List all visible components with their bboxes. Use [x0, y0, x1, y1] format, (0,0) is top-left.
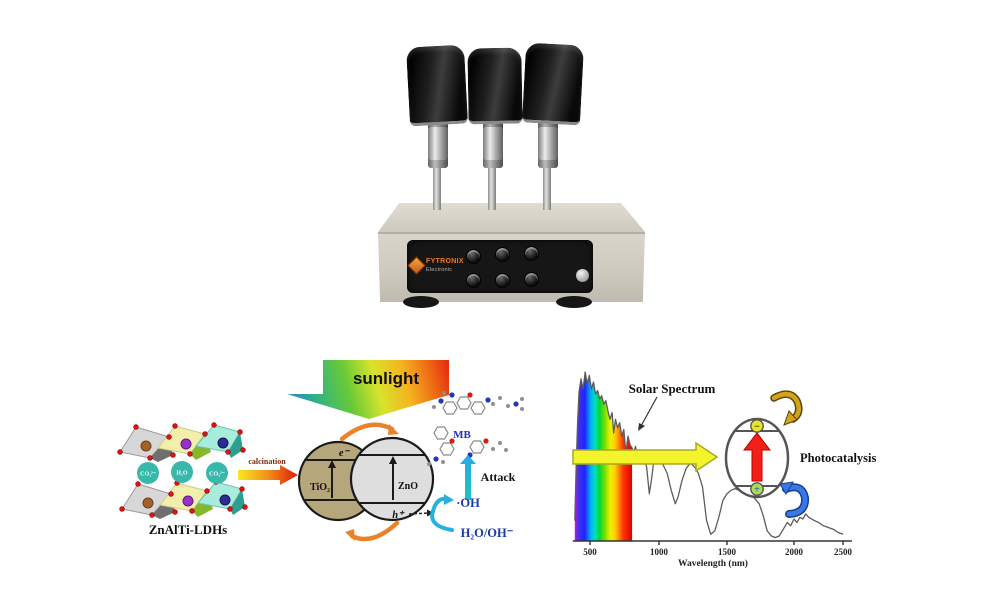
hole-icon	[750, 482, 764, 496]
sunlight-arrow: sunlight	[287, 360, 452, 419]
power-knob	[523, 271, 539, 287]
x-axis-tick-label: 500	[583, 547, 597, 557]
sunlight-label: sunlight	[353, 369, 419, 388]
photocatalyst-particle: − +	[724, 390, 810, 518]
water-label: H₂O	[176, 471, 187, 477]
mb-molecule: MB	[427, 391, 524, 466]
device-foot	[556, 296, 592, 308]
spectrum-curve	[574, 371, 844, 539]
attack-pathway: Attack ·OH H₂O/OH⁻	[430, 455, 516, 540]
instrument-photo: FYTRONIX Electronic	[370, 40, 650, 320]
hole-transfer-dashes	[408, 512, 430, 515]
power-knob	[465, 248, 481, 264]
mechanism-diagram: sunlight	[117, 360, 524, 542]
hole-symbol: +	[754, 485, 760, 496]
power-knob	[523, 245, 539, 261]
lamp-pole	[433, 164, 441, 210]
excitation-arrow	[742, 432, 772, 482]
lamp-clamp	[538, 121, 558, 168]
x-axis: 500 1000 1500 2000 2500	[572, 540, 853, 557]
electron-symbol: −	[754, 422, 760, 433]
oxidation-curve-arrow	[430, 496, 454, 532]
x-axis-tick-label: 2500	[834, 547, 853, 557]
lamp-pole	[543, 164, 551, 210]
lamp-housing	[521, 42, 585, 126]
power-button	[576, 269, 589, 282]
spectrum-title: Solar Spectrum	[629, 381, 716, 396]
charge-transfer-arc-top	[339, 422, 395, 442]
charge-transfer-arc-bottom	[349, 520, 400, 542]
electron-label: e⁻	[339, 448, 351, 459]
oxygen-atoms	[449, 392, 489, 444]
hole-label: h⁺	[392, 510, 405, 521]
heterojunction: TiO₂ ZnO e⁻ h⁺	[297, 422, 435, 542]
calcination-label: calcination	[248, 457, 286, 466]
light-arrow	[572, 441, 719, 473]
interlayer-anions: CO₃²⁻ H₂O CO₃²⁻	[137, 461, 228, 484]
lamp-pole	[488, 164, 496, 210]
x-axis-tick-label: 1000	[650, 547, 669, 557]
electron-icon	[750, 419, 764, 433]
photocatalysis-label: Photocatalysis	[800, 451, 877, 465]
zno-label: ZnO	[398, 481, 418, 492]
x-axis-tick-label: 2000	[785, 547, 804, 557]
lamp-housing	[467, 47, 523, 125]
gold-curve-arrow	[771, 391, 802, 422]
x-axis-tick-label: 1500	[718, 547, 737, 557]
ldh-structure: CO₃²⁻ H₂O CO₃²⁻ ZnAlTi-LDHs	[117, 422, 248, 537]
water-hydroxide-label: H₂O/OH⁻	[461, 526, 514, 540]
carbon-atoms	[427, 391, 524, 466]
spectrum-figure: 500 1000 1500 2000 2500 Wavelength (nm) Sola…	[572, 371, 877, 569]
device-base-top	[378, 203, 645, 232]
power-knob	[494, 272, 510, 288]
precursor-label: ZnAlTi-LDHs	[149, 522, 228, 537]
power-knob	[494, 246, 510, 262]
tio2-label: TiO₂	[310, 482, 330, 493]
attack-arrow	[460, 455, 476, 500]
attack-label: Attack	[481, 470, 516, 484]
radical-label: ·OH	[456, 496, 480, 510]
brand-name: FYTRONIX	[426, 258, 464, 265]
anion-label: CO₃²⁻	[140, 472, 156, 478]
calcination-arrow: calcination	[238, 457, 298, 485]
brand-subtitle: Electronic	[426, 267, 453, 273]
lamp-clamp	[428, 121, 448, 168]
anion-label: CO₃²⁻	[209, 472, 225, 478]
lamp-clamp	[483, 121, 503, 168]
lamp-housing	[405, 44, 469, 127]
blue-curve-arrow	[783, 484, 808, 517]
title-pointer-line	[640, 396, 658, 427]
power-knob	[465, 272, 481, 288]
x-axis-title: Wavelength (nm)	[678, 558, 748, 569]
dye-label: MB	[453, 429, 471, 441]
device-foot	[403, 296, 439, 308]
